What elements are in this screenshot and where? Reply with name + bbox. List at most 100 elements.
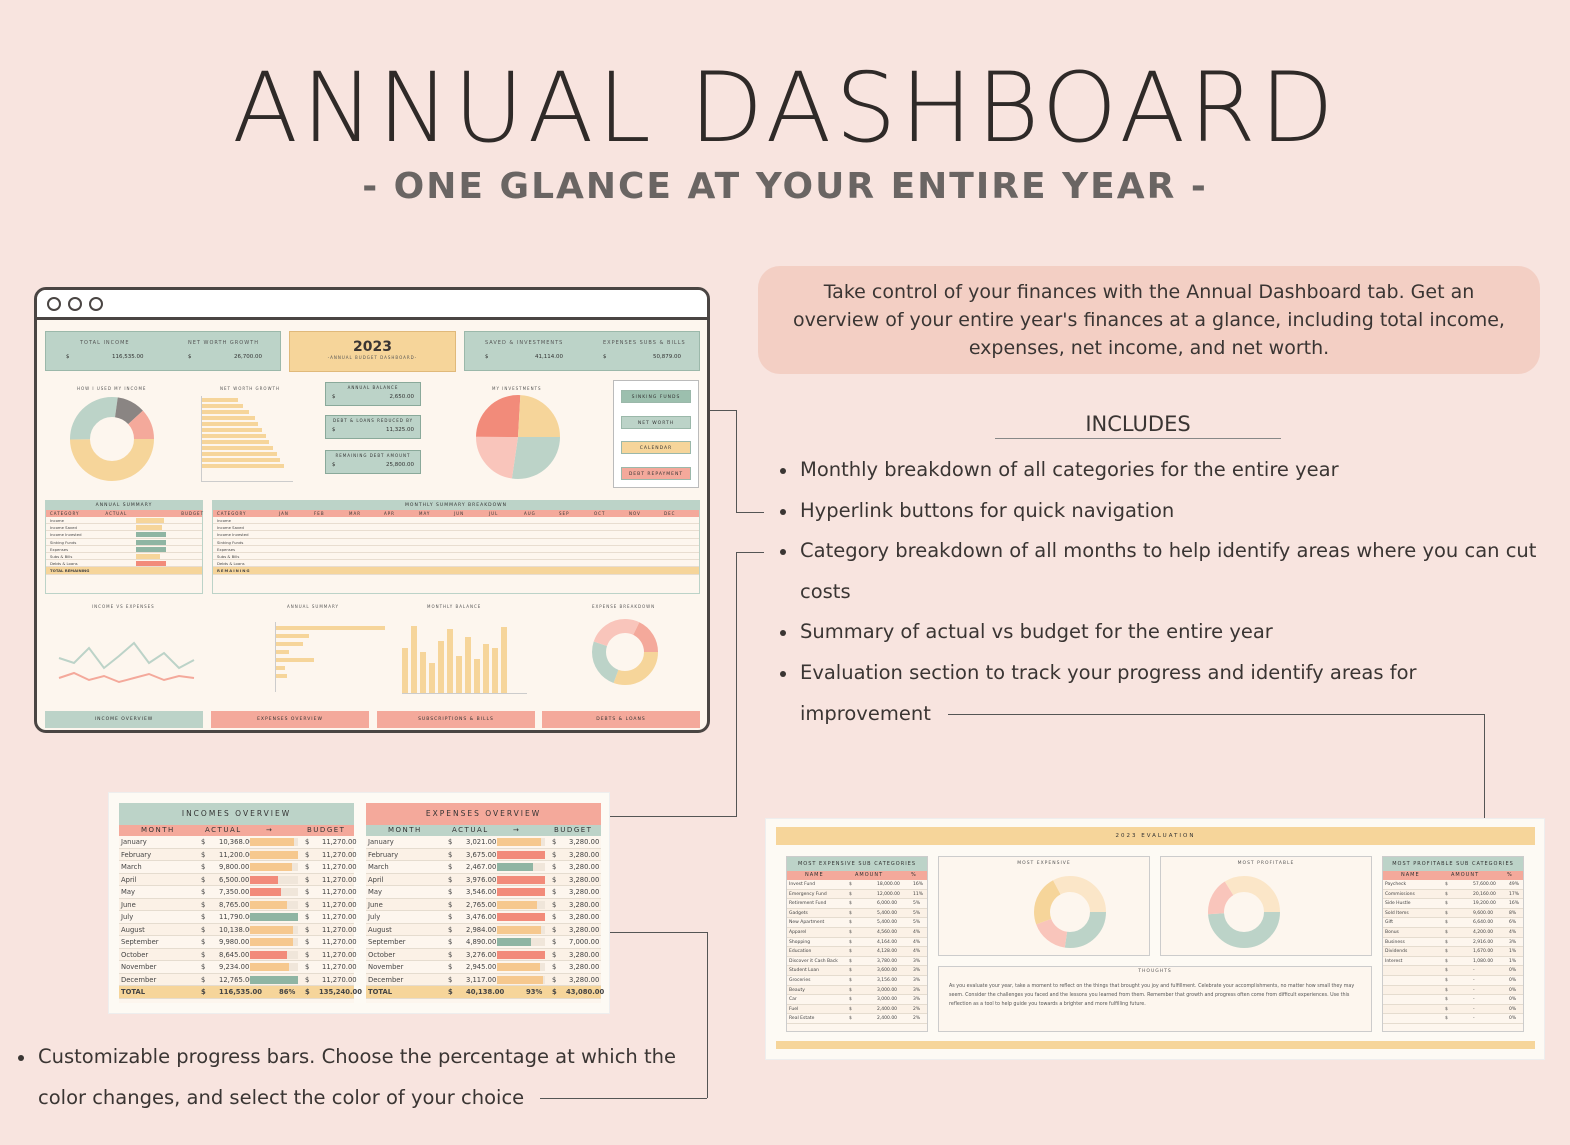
- percent-cell: 0%: [1509, 1006, 1517, 1012]
- kpi-label: NET WORTH GROWTH: [188, 340, 259, 346]
- column-header: →: [266, 826, 274, 834]
- name-cell: Commissions: [1385, 891, 1415, 897]
- incomes-overview-table: INCOMES OVERVIEW MONTH ACTUAL → BUDGET J…: [119, 803, 362, 1003]
- progress-bar: [497, 900, 538, 909]
- row-label: Income Saved: [50, 525, 77, 531]
- table-header: MONTH ACTUAL → BUDGET: [119, 825, 354, 836]
- connector-line: [540, 1098, 707, 1099]
- debts-loans-tab[interactable]: DEBTS & LOANS: [542, 711, 700, 728]
- progress-bar: [250, 900, 288, 909]
- currency-cell: $: [552, 950, 557, 959]
- table-row: Interest $1,080.00 1%: [1383, 957, 1523, 967]
- currency-cell: $: [305, 975, 310, 984]
- table-row: New Apartment $5,400.00 5%: [787, 918, 927, 928]
- chart-title: MY INVESTMENTS: [492, 386, 542, 391]
- page-title: ANNUAL DASHBOARD: [232, 52, 1338, 164]
- kpi-value: 41,114.00: [535, 354, 563, 360]
- table-row: Debts & Loans: [46, 560, 202, 568]
- income-overview-tab[interactable]: INCOME OVERVIEW: [45, 711, 203, 728]
- table-row: Business $2,916.00 3%: [1383, 938, 1523, 948]
- net-worth-button[interactable]: NET WORTH: [621, 416, 691, 429]
- currency-cell: $: [552, 975, 557, 984]
- table-title: MONTHLY SUMMARY BREAKDOWN: [213, 501, 699, 510]
- currency-cell: $: [849, 968, 852, 974]
- currency-cell: $: [305, 888, 310, 896]
- column-header: ACTUAL: [205, 826, 242, 834]
- column-header: JAN: [279, 511, 289, 516]
- thoughts-text[interactable]: As you evaluate your year, take a moment…: [949, 984, 1355, 1007]
- profitable-rows: Paycheck $57,600.00 49% Commissions $20,160.…: [1383, 880, 1523, 1024]
- table-row: Subs & Bills: [213, 553, 699, 561]
- sinking-funds-button[interactable]: SINKING FUNDS: [621, 390, 691, 403]
- actual-cell: 2,945.00: [466, 963, 497, 971]
- currency-cell: $: [552, 963, 557, 971]
- month-cell: June: [368, 900, 383, 909]
- most-expensive-donut: [1034, 876, 1106, 948]
- budget-cell: 11,270.00: [322, 863, 357, 871]
- column-header: BUDGET: [554, 826, 593, 834]
- currency-cell: $: [448, 950, 453, 959]
- description-box: Take control of your finances with the A…: [758, 266, 1540, 374]
- table-title: ANNUAL SUMMARY: [46, 501, 202, 510]
- kpi-value: 50,879.00: [653, 354, 681, 360]
- month-cell: August: [121, 925, 145, 934]
- debt-repayment-button[interactable]: DEBT REPAYMENT: [621, 467, 691, 480]
- table-total-row: REMAINING: [213, 567, 699, 575]
- expenses-overview-tab[interactable]: EXPENSES OVERVIEW: [211, 711, 369, 728]
- amount-cell: 4,128.00: [877, 949, 898, 955]
- currency-cell: $: [1445, 920, 1448, 926]
- table-row: Income: [46, 517, 202, 525]
- currency-cell: $: [1445, 1006, 1448, 1012]
- name-cell: Emergency Fund: [789, 891, 827, 897]
- currency-cell: $: [1445, 958, 1448, 964]
- month-cell: October: [121, 950, 149, 959]
- progress-bar: [497, 838, 542, 846]
- column-header: AMOUNT: [1451, 872, 1480, 878]
- column-header: OCT: [594, 511, 606, 516]
- chart-title: MOST PROFITABLE: [1237, 861, 1295, 866]
- row-label: Sinking Funds: [50, 539, 77, 545]
- kpi-currency: $: [188, 354, 192, 360]
- most-profitable-table: MOST PROFITABLE SUB CATEGORIES NAME AMOU…: [1382, 856, 1524, 1032]
- amount-cell: 4,200.00: [1473, 929, 1494, 935]
- currency-cell: $: [448, 850, 453, 859]
- currency-cell: $: [849, 977, 852, 983]
- evaluation-footer-bar: [776, 1041, 1535, 1049]
- most-expensive-table: MOST EXPENSIVE SUB CATEGORIES NAME AMOUN…: [786, 856, 928, 1032]
- subscriptions-bills-tab[interactable]: SUBSCRIPTIONS & BILLS: [377, 711, 535, 728]
- window-dot-icon: [68, 296, 82, 311]
- currency-cell: $: [305, 850, 310, 859]
- actual-cell: 3,546.00: [466, 888, 497, 896]
- kpi-currency: $: [66, 354, 70, 360]
- table-row: Gadgets $5,400.00 5%: [787, 908, 927, 919]
- calendar-button[interactable]: CALENDAR: [621, 441, 691, 454]
- progress-bar: [250, 925, 294, 934]
- currency-cell: $: [201, 988, 206, 996]
- column-header: NAME: [1401, 872, 1420, 878]
- budget-cell: 3,280.00: [569, 875, 600, 884]
- month-cell: March: [121, 863, 142, 871]
- feature-item: Evaluation section to track your progres…: [780, 653, 1550, 734]
- name-cell: Student Loan: [789, 968, 819, 974]
- currency-cell: $: [1445, 997, 1448, 1003]
- amount-cell: 3,000.00: [877, 987, 898, 993]
- total-percent: 86%: [279, 988, 296, 996]
- column-header: CATEGORY: [50, 511, 80, 516]
- budget-cell: 3,280.00: [569, 913, 600, 921]
- total-percent: 93%: [526, 988, 543, 996]
- table-row: Groceries $3,156.00 3%: [787, 976, 927, 986]
- currency-cell: $: [201, 950, 206, 959]
- table-row: Fuel $2,400.00 2%: [787, 1004, 927, 1015]
- actual-cell: 6,500.00: [219, 875, 250, 884]
- currency-cell: $: [849, 901, 852, 907]
- actual-cell: 12,765.00: [219, 975, 254, 984]
- month-cell: January: [368, 838, 394, 846]
- currency-cell: $: [448, 913, 453, 921]
- budget-cell: 3,280.00: [569, 925, 600, 934]
- amount-cell: 19,200.00: [1473, 901, 1496, 907]
- progress-bar: [497, 888, 545, 896]
- table-row: October $8,645.00 $11,270.00: [119, 948, 357, 961]
- currency-cell: $: [305, 863, 310, 871]
- kpi-card-right: SAVED & INVESTMENTS EXPENSES SUBS & BILL…: [464, 331, 700, 371]
- month-cell: December: [368, 975, 404, 984]
